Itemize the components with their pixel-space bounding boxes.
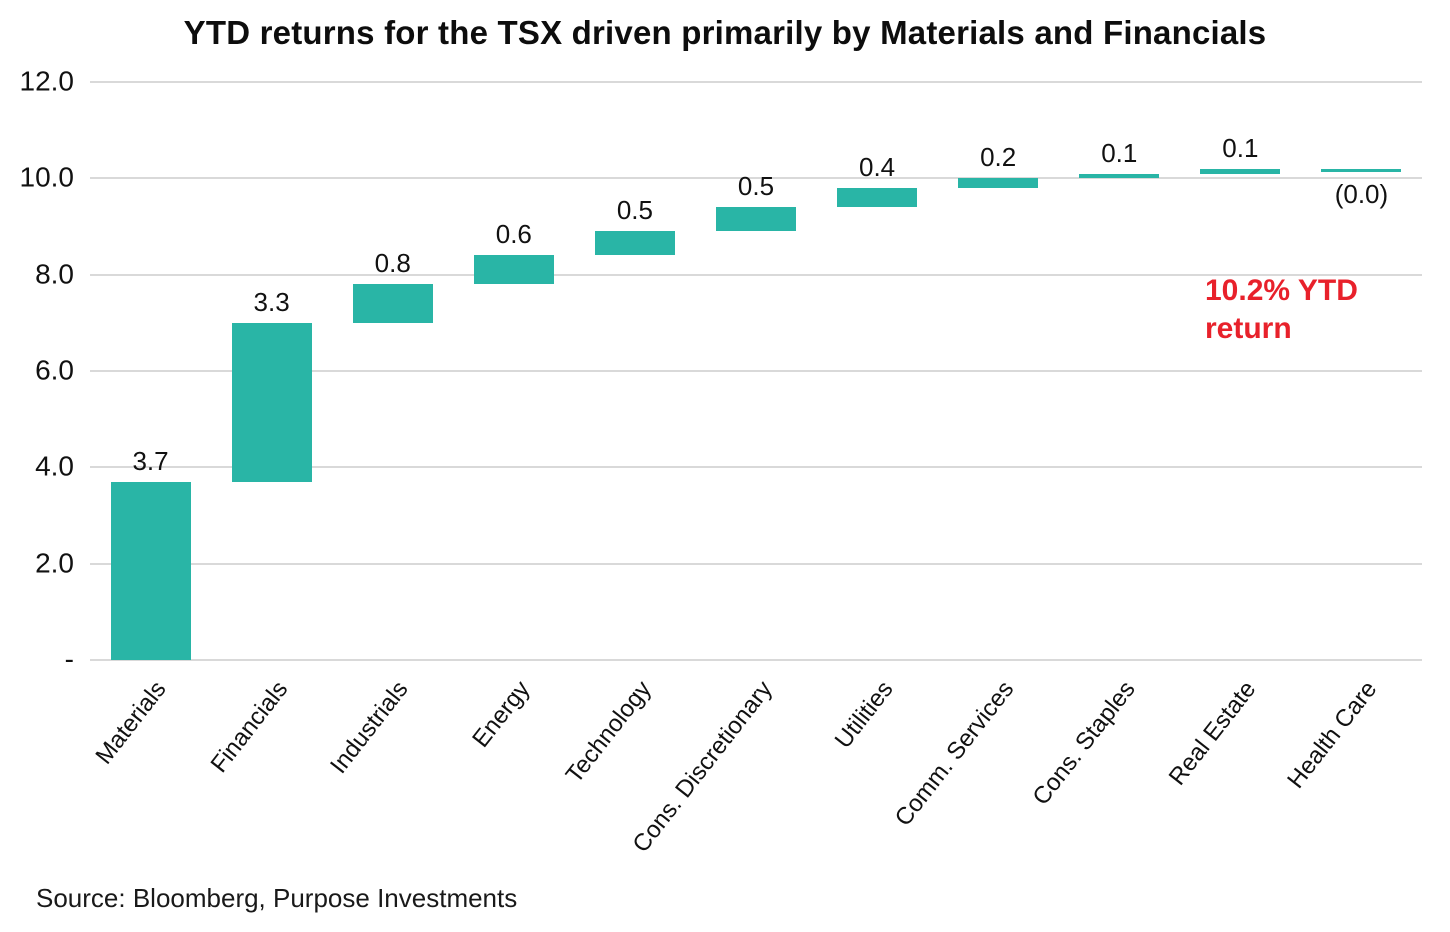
value-label-utilities: 0.4: [859, 151, 896, 182]
x-tick-label-real-estate: Real Estate: [1163, 676, 1262, 791]
x-tick-label-industrials: Industrials: [325, 676, 415, 779]
bar-cons-discretionary: [716, 207, 796, 232]
x-tick-label-cons-discretionary: Cons. Discretionary: [627, 676, 778, 858]
value-label-cons-discretionary: 0.5: [737, 171, 775, 202]
bar-health-care: [1321, 168, 1402, 172]
x-tick-label-technology: Technology: [560, 676, 657, 789]
bar-real-estate: [1200, 168, 1281, 174]
x-tick-label-comm-services: Comm. Services: [889, 676, 1020, 832]
x-axis-labels: Materials Financials Industrials Energy Tech…: [90, 660, 1422, 902]
x-tick-label-utilities: Utilities: [829, 676, 899, 754]
y-tick-label: -: [64, 643, 74, 675]
value-label-health-care: (0.0): [1334, 178, 1389, 209]
gridline: [90, 370, 1422, 372]
ytd-return-annotation: 10.2% YTD return: [1205, 274, 1358, 345]
bar-utilities: [837, 187, 918, 208]
x-tick-label-financials: Financials: [205, 676, 293, 778]
source-note: Source: Bloomberg, Purpose Investments: [36, 883, 518, 913]
x-tick-label-health-care: Health Care: [1282, 676, 1383, 794]
value-label-cons-staples: 0.1: [1101, 137, 1138, 168]
value-label-financials: 3.3: [253, 286, 290, 317]
value-label-technology: 0.5: [616, 195, 653, 226]
bar-cons-staples: [1079, 173, 1160, 179]
y-tick-label: 6.0: [35, 354, 74, 386]
bar-energy: [473, 255, 554, 285]
gridline: [90, 659, 1422, 661]
gridline: [90, 466, 1422, 469]
chart-area: 10.2% YTD return 12.0 10.0 8.0 6.0 4.0 2.0 - 3.…: [20, 65, 1422, 902]
bar-industrials: [352, 284, 433, 323]
y-tick-label: 12.0: [19, 65, 75, 97]
value-label-comm-services: 0.2: [980, 142, 1017, 173]
gridline: [90, 177, 1422, 180]
value-label-energy: 0.6: [495, 219, 532, 250]
bar-comm-services: [958, 178, 1039, 188]
y-tick-label: 8.0: [35, 258, 74, 290]
value-label-materials: 3.7: [132, 445, 169, 476]
gridline: [90, 562, 1422, 565]
bar-materials: [110, 481, 191, 660]
value-label-industrials: 0.8: [374, 248, 411, 279]
bar-technology: [594, 231, 675, 256]
x-tick-label-energy: Energy: [467, 676, 536, 753]
y-tick-label: 4.0: [35, 450, 74, 482]
gridline: [90, 81, 1422, 83]
value-label-real-estate: 0.1: [1222, 132, 1259, 163]
y-tick-label: 2.0: [35, 547, 74, 579]
x-tick-label-cons-staples: Cons. Staples: [1027, 676, 1141, 811]
chart-title: YTD returns for the TSX driven primarily…: [183, 14, 1267, 51]
plot-area: 10.2% YTD return 12.0 10.0 8.0 6.0 4.0 2.0 - 3.…: [20, 65, 1422, 674]
x-tick-label-materials: Materials: [90, 676, 172, 770]
gridline: [90, 273, 1422, 276]
y-tick-label: 10.0: [19, 161, 75, 193]
bar-financials: [231, 322, 312, 482]
